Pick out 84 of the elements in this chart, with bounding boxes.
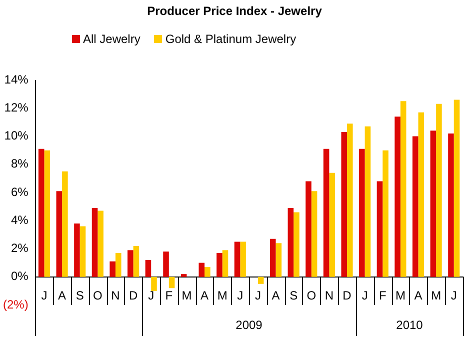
bar [418, 112, 424, 277]
x-tick-label: O [93, 288, 102, 302]
x-tick-label: F [165, 288, 173, 302]
bar [430, 130, 436, 277]
bar [80, 226, 86, 277]
x-tick-label: A [272, 288, 280, 302]
bar [294, 212, 300, 277]
bar [448, 133, 454, 277]
bar [151, 276, 157, 291]
bar [163, 252, 169, 277]
text: 2009 [234, 318, 264, 332]
bar [347, 124, 353, 277]
x-tick-label: F [378, 288, 386, 302]
x-tick-label: S [76, 288, 84, 302]
x-tick-label: A [414, 288, 422, 302]
y-tick-label: 4% [10, 212, 29, 227]
legend-label: All Jewelry [82, 32, 140, 46]
x-tick-label: D [342, 288, 352, 302]
bar [323, 148, 330, 277]
x-tick-label: J [237, 288, 244, 302]
y-tick-label: 8% [10, 156, 29, 171]
y-tick-label: 0% [10, 269, 29, 284]
bar [38, 148, 44, 277]
bar [288, 208, 294, 277]
bar [115, 252, 122, 277]
bar [394, 116, 400, 277]
bar [454, 100, 460, 277]
bar [341, 132, 348, 277]
x-tick-label: J [41, 288, 48, 302]
y-tick-label: 2% [10, 241, 29, 256]
bar [258, 276, 264, 284]
bar [400, 101, 406, 277]
x-tick-label: A [58, 288, 66, 302]
y-tick-label: 6% [10, 184, 29, 199]
bar [56, 191, 62, 277]
bar [198, 262, 205, 277]
bar [436, 104, 442, 277]
bar [270, 238, 276, 277]
bar [382, 150, 388, 277]
bar [145, 260, 152, 277]
x-tick-label: J [362, 288, 368, 302]
bar [216, 252, 222, 277]
bar [74, 223, 80, 277]
x-tick-label: J [254, 288, 261, 302]
bar [204, 267, 210, 277]
y-tick-label: 14% [4, 72, 29, 86]
y-tick-label: (2%) [2, 297, 28, 312]
x-tick-label: D [128, 288, 138, 302]
bar [98, 210, 104, 277]
bar [329, 172, 335, 277]
bar [128, 250, 134, 277]
x-tick-label: M [217, 288, 228, 302]
text: 2010 [395, 318, 424, 332]
bar [364, 126, 371, 277]
bar [180, 274, 187, 277]
x-tick-label: S [290, 288, 298, 302]
y-tick-label: 10% [4, 128, 29, 143]
bar [44, 150, 50, 277]
x-tick-label: O [306, 288, 316, 302]
x-tick-label: A [200, 288, 209, 302]
x-tick-label: J [148, 288, 154, 302]
x-tick-label: M [395, 288, 406, 302]
bar [110, 261, 116, 277]
bar [222, 250, 228, 277]
bar [240, 242, 246, 277]
bar [92, 208, 98, 277]
chart-title: Producer Price Index - Jewelry [146, 4, 323, 18]
x-tick-label: J [450, 288, 457, 302]
bar [276, 243, 282, 277]
x-tick-label: M [431, 288, 442, 302]
y-tick-label: 12% [4, 100, 29, 114]
bar [412, 136, 418, 277]
x-tick-label: M [182, 288, 192, 302]
bar [234, 242, 240, 277]
bar [359, 148, 365, 277]
x-tick-label: N [324, 288, 334, 302]
bar [62, 171, 68, 277]
x-tick-label: N [111, 288, 120, 302]
bar [306, 181, 312, 277]
bar [376, 181, 383, 277]
bar [311, 191, 318, 277]
bar [168, 276, 175, 288]
legend-label: Gold & Platinum Jewelry [164, 32, 296, 46]
bar [133, 246, 140, 277]
